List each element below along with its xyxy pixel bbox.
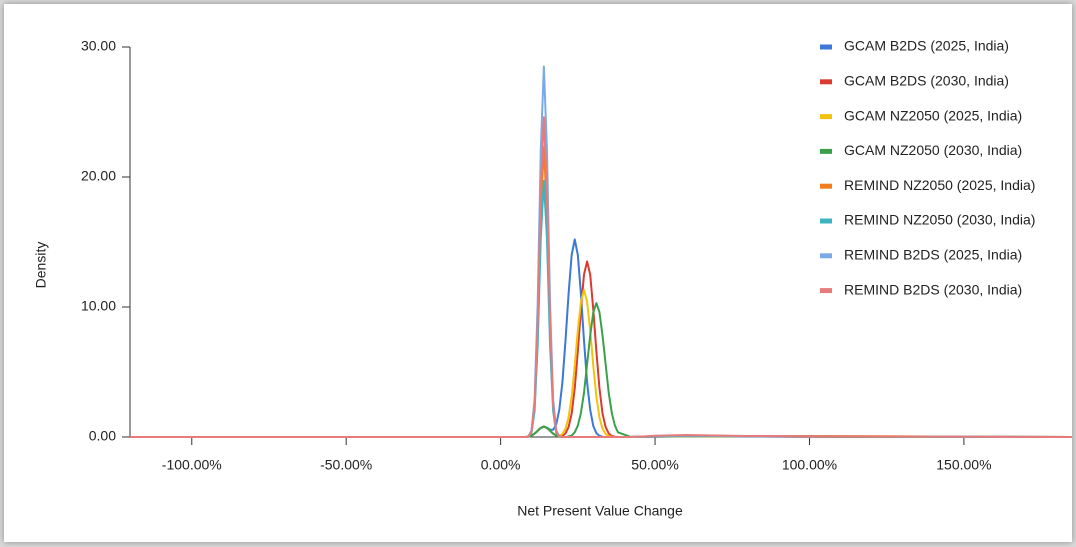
x-tick-label: 150.00% (936, 457, 991, 473)
x-tick-label: -100.00% (162, 457, 222, 473)
legend-label: GCAM NZ2050 (2025, India) (844, 107, 1022, 123)
legend-label: GCAM NZ2050 (2030, India) (844, 142, 1022, 158)
x-axis-title: Net Present Value Change (517, 503, 683, 519)
y-axis-title: Density (33, 242, 49, 289)
density-line (130, 302, 1073, 438)
y-tick-label: 30.00 (81, 38, 116, 54)
legend-label: GCAM B2DS (2030, India) (844, 73, 1009, 89)
x-tick-label: 50.00% (631, 457, 678, 473)
density-line (130, 289, 1073, 438)
legend-label: GCAM B2DS (2025, India) (844, 38, 1009, 54)
legend-label: REMIND B2DS (2030, India) (844, 281, 1022, 297)
y-tick-label: 10.00 (81, 298, 116, 314)
x-tick-label: -50.00% (320, 457, 372, 473)
density-line (130, 116, 1073, 438)
legend-label: REMIND NZ2050 (2025, India) (844, 177, 1035, 193)
y-tick-label: 20.00 (81, 168, 116, 184)
x-tick-label: 0.00% (481, 457, 521, 473)
legend-label: REMIND B2DS (2025, India) (844, 247, 1022, 263)
y-tick-label: 0.00 (89, 428, 116, 444)
x-tick-label: 100.00% (782, 457, 837, 473)
legend-label: REMIND NZ2050 (2030, India) (844, 212, 1035, 228)
